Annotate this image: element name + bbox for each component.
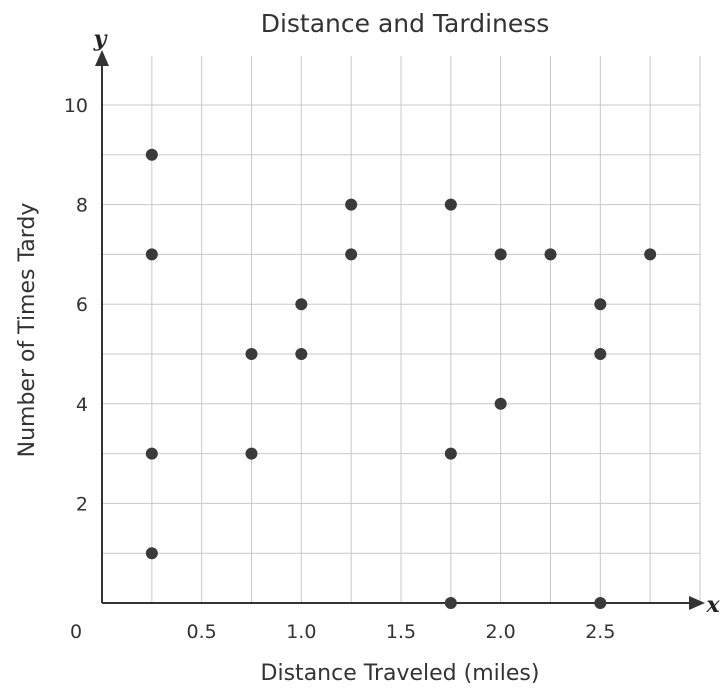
data-point bbox=[345, 198, 358, 211]
data-point bbox=[594, 597, 607, 609]
y-tick-label: 8 bbox=[76, 195, 88, 217]
data-point bbox=[544, 248, 557, 261]
origin-label: 0 bbox=[70, 621, 82, 643]
y-tick-label: 6 bbox=[76, 294, 88, 316]
chart-title: Distance and Tardiness bbox=[261, 9, 550, 38]
data-point bbox=[245, 447, 258, 460]
x-tick-label: 1.5 bbox=[386, 621, 416, 643]
data-point bbox=[145, 547, 158, 560]
x-axis-label: Distance Traveled (miles) bbox=[261, 661, 540, 686]
x-tick-label: 0.5 bbox=[187, 621, 217, 643]
data-point bbox=[245, 348, 258, 360]
data-point bbox=[295, 348, 308, 360]
y-axis-label: Number of Times Tardy bbox=[15, 203, 40, 458]
x-axis-letter: x bbox=[705, 592, 720, 618]
data-point bbox=[145, 447, 158, 460]
data-point bbox=[494, 248, 507, 261]
x-tick-label: 2.5 bbox=[585, 621, 615, 643]
data-point bbox=[444, 198, 457, 211]
data-point bbox=[145, 148, 158, 161]
y-tick-label: 2 bbox=[76, 493, 88, 515]
y-axis-letter: y bbox=[93, 26, 109, 52]
x-tick-label: 2.0 bbox=[486, 621, 516, 643]
y-tick-label: 10 bbox=[64, 95, 88, 117]
grid bbox=[102, 56, 701, 603]
data-point bbox=[494, 397, 507, 410]
x-axis-arrow-icon bbox=[689, 596, 705, 610]
y-tick-label: 4 bbox=[76, 394, 88, 416]
data-point bbox=[345, 248, 358, 261]
data-point bbox=[295, 298, 308, 311]
data-point bbox=[444, 447, 457, 460]
data-point bbox=[145, 248, 158, 261]
data-point bbox=[594, 348, 607, 360]
axes bbox=[95, 50, 705, 610]
data-point bbox=[444, 597, 457, 609]
data-point bbox=[594, 298, 607, 311]
data-points bbox=[145, 148, 657, 609]
data-point bbox=[644, 248, 657, 261]
y-axis-arrow-icon bbox=[95, 50, 109, 66]
x-tick-label: 1.0 bbox=[286, 621, 316, 643]
tick-labels: 0.5 1.0 1.5 2.0 2.5 2 4 6 8 10 bbox=[64, 95, 616, 643]
